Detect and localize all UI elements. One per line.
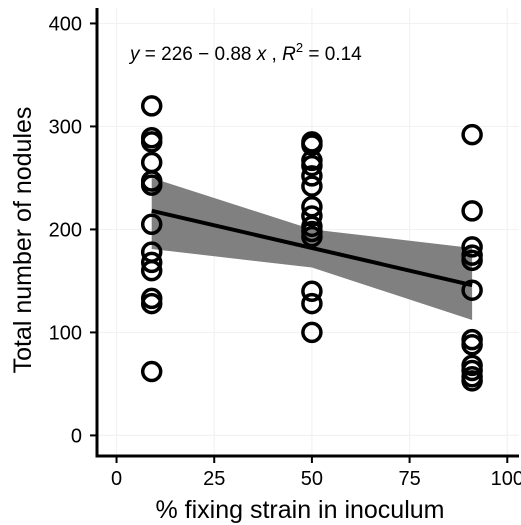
fit-line-layer xyxy=(151,208,473,288)
x-tick-label: 75 xyxy=(398,468,420,490)
data-point xyxy=(140,251,163,274)
x-tick-label: 50 xyxy=(301,468,323,490)
data-point xyxy=(461,354,483,377)
data-point xyxy=(140,151,163,174)
data-point xyxy=(301,205,323,227)
data-point xyxy=(301,196,323,218)
y-tick-label: 400 xyxy=(49,13,82,35)
data-point xyxy=(461,279,483,301)
data-point xyxy=(140,213,163,236)
y-tick-label: 300 xyxy=(49,116,82,138)
y-axis-title: Total number of nodules xyxy=(9,107,37,374)
equation-x-symbol: x xyxy=(256,44,268,65)
x-tick-label: 0 xyxy=(111,468,122,490)
data-points xyxy=(140,95,483,392)
equation-y-symbol: y xyxy=(128,44,141,65)
y-tick-label: 200 xyxy=(49,219,82,241)
data-point xyxy=(301,321,323,344)
data-point xyxy=(461,236,483,258)
data-point xyxy=(461,200,483,222)
data-point xyxy=(301,165,323,187)
data-point xyxy=(461,244,483,266)
data-point xyxy=(461,365,483,388)
data-point xyxy=(301,280,323,302)
equation-separator: , xyxy=(266,44,282,65)
data-point xyxy=(301,292,323,315)
data-point xyxy=(140,360,163,383)
data-point xyxy=(140,127,163,149)
axes xyxy=(90,8,519,463)
data-point xyxy=(140,287,163,310)
data-point xyxy=(301,131,323,153)
x-tick-label: 100 xyxy=(491,468,521,490)
equation-r-exponent: 2 xyxy=(296,40,303,55)
y-tick-label: 100 xyxy=(49,322,82,344)
x-axis-title: % fixing strain in inoculum xyxy=(155,496,444,524)
data-point xyxy=(140,95,163,117)
y-tick-label: 0 xyxy=(71,425,82,447)
data-point xyxy=(301,175,323,197)
equation-r-value: = 0.14 xyxy=(303,44,362,65)
data-point xyxy=(461,123,483,146)
regression-equation: y = 226 − 0.88 x , R2 = 0.14 xyxy=(128,40,362,65)
data-point xyxy=(140,241,163,263)
regression-line xyxy=(151,208,473,288)
x-tick-label: 25 xyxy=(203,468,225,490)
tick-labels: 0 100 200 300 400 0 25 50 75 100 xyxy=(49,13,521,490)
data-point xyxy=(461,328,483,351)
equation-slope-text: = 226 − 0.88 xyxy=(140,44,257,65)
equation-r-symbol: R xyxy=(282,44,296,65)
